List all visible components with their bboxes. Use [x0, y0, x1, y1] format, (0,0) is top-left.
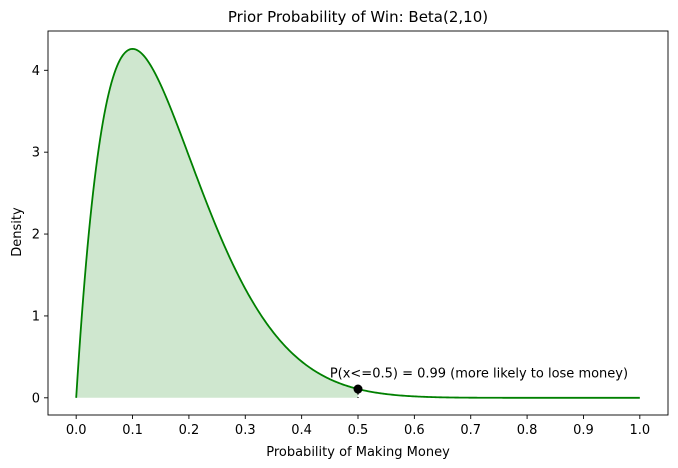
marker-point	[353, 384, 363, 394]
x-tick-label: 0.7	[460, 423, 481, 438]
x-axis-ticks: 0.0 0.1 0.2 0.3 0.4 0.5 0.6 0.7 0.8 0.9 1.0	[66, 415, 650, 438]
x-tick-label: 0.0	[66, 423, 87, 438]
y-axis-label: Density	[10, 207, 25, 257]
plot-area: P(x<=0.5) = 0.99 (more likely to lose mo…	[75, 47, 640, 399]
chart-title: Prior Probability of Win: Beta(2,10)	[228, 8, 488, 26]
x-tick-label: 0.4	[291, 423, 312, 438]
x-tick-label: 0.3	[235, 423, 256, 438]
shaded-area-x-le-0.5	[76, 48, 359, 398]
x-tick-label: 0.2	[179, 423, 200, 438]
y-tick-label: 3	[32, 146, 40, 161]
y-tick-label: 2	[32, 228, 40, 243]
x-tick-label: 0.1	[122, 423, 143, 438]
x-tick-label: 0.5	[348, 423, 369, 438]
y-tick-label: 4	[32, 64, 40, 79]
x-axis-label: Probability of Making Money	[266, 445, 450, 460]
y-axis-ticks: 0 1 2 3 4	[32, 64, 48, 406]
x-tick-label: 0.6	[404, 423, 425, 438]
y-tick-label: 0	[32, 391, 40, 406]
y-tick-label: 1	[32, 309, 40, 324]
annotation-text: P(x<=0.5) = 0.99 (more likely to lose mo…	[330, 366, 628, 381]
x-tick-label: 0.9	[573, 423, 594, 438]
x-tick-label: 0.8	[517, 423, 538, 438]
x-tick-label: 1.0	[629, 423, 650, 438]
